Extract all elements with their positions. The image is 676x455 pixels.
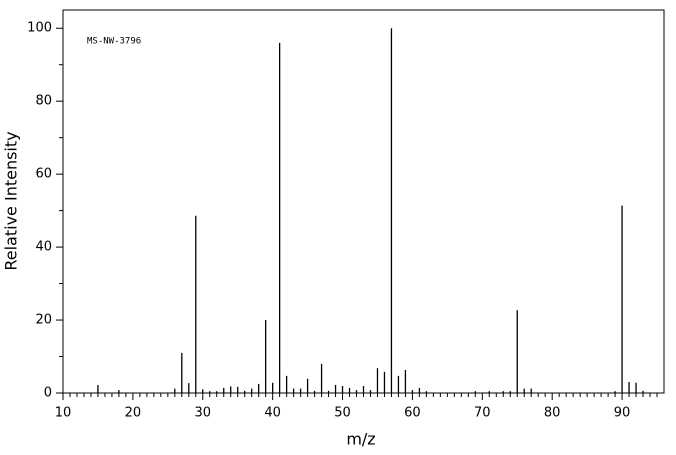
x-tick-label: 60 [404, 406, 421, 421]
x-tick-label: 20 [125, 406, 142, 421]
x-tick-label: 90 [614, 406, 631, 421]
x-tick-label: 50 [334, 406, 351, 421]
y-tick-label: 100 [27, 21, 52, 36]
plot-frame [62, 9, 665, 394]
x-tick-label: 10 [55, 406, 72, 421]
y-tick-label: 0 [44, 386, 52, 401]
y-axis-label: Relative Intensity [2, 131, 21, 270]
y-tick-label: 80 [35, 94, 52, 109]
y-tick-label: 60 [35, 167, 52, 182]
x-tick-label: 30 [194, 406, 211, 421]
y-tick-label: 20 [35, 313, 52, 328]
annotation: MS-NW-3796 [87, 37, 141, 47]
x-tick-label: 80 [544, 406, 561, 421]
x-tick-label: 40 [264, 406, 281, 421]
x-axis-label: m/z [346, 430, 375, 449]
y-tick-label: 40 [35, 240, 52, 255]
x-tick-label: 70 [474, 406, 491, 421]
